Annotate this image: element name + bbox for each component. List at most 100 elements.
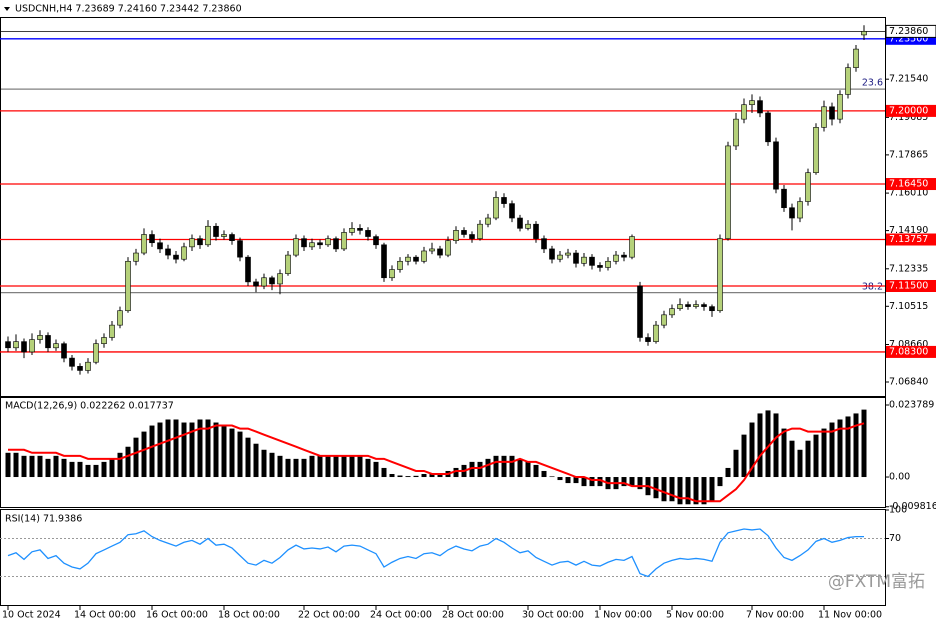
level-box [886, 345, 936, 358]
level-box [886, 279, 936, 292]
macd-bar [93, 464, 99, 478]
candle-body [493, 197, 499, 219]
macd-bar [5, 452, 11, 478]
macd-bar [373, 461, 379, 478]
macd-bar [277, 455, 283, 478]
macd-bar [261, 449, 267, 478]
x-tick-label: 11 Nov 00:00 [818, 610, 882, 621]
candle-body [181, 246, 187, 260]
macd-bar [341, 455, 347, 478]
macd-bar [725, 467, 731, 478]
candle-body [621, 254, 627, 258]
macd-bar [485, 458, 491, 478]
macd-bar [301, 458, 307, 478]
fib-label: 23.6 [862, 78, 883, 89]
macd-bar [29, 455, 35, 478]
macd-bar [757, 413, 763, 478]
x-tick-label: 22 Oct 00:00 [298, 610, 360, 621]
macd-bar [581, 477, 587, 487]
candle-body [213, 225, 219, 237]
candle-body [365, 230, 371, 237]
candle-body [861, 31, 867, 36]
candle-body [797, 201, 803, 219]
candle-body [29, 339, 35, 353]
candle-body [845, 67, 851, 95]
candle-body [93, 343, 99, 363]
candle-body [669, 308, 675, 316]
candle-body [445, 240, 451, 256]
macd-bar [21, 455, 27, 478]
candle-body [581, 256, 587, 264]
candle-body [605, 260, 611, 268]
macd-bar [749, 422, 755, 478]
candle-body [85, 361, 91, 371]
candle-body [461, 230, 467, 235]
candle-body [829, 106, 835, 120]
candle-body [77, 366, 83, 371]
macd-bar [213, 422, 219, 478]
y-tick-label: 7.16010 [889, 188, 928, 199]
candle-body [549, 248, 555, 260]
macd-bar [293, 458, 299, 478]
candle-body [5, 341, 11, 349]
macd-bar [501, 455, 507, 478]
macd-bar [621, 477, 627, 487]
candle-body [541, 238, 547, 250]
candle-body [149, 234, 155, 244]
rsi-line [7, 528, 865, 578]
macd-bar [429, 473, 435, 478]
candle-body [189, 238, 195, 248]
macd-bar [285, 458, 291, 478]
macd-bar [557, 477, 563, 481]
candle-body [821, 106, 827, 128]
candle-body [501, 197, 507, 204]
level-label: 7.11500 [889, 280, 928, 291]
macd-bar [13, 452, 19, 478]
macd-bar [637, 477, 643, 490]
macd-bar [133, 437, 139, 478]
level-label: 7.08300 [889, 346, 928, 357]
candle-body [253, 281, 259, 287]
candle-body [101, 337, 107, 344]
candle-body [629, 236, 635, 258]
candle-body [749, 100, 755, 106]
candle-body [485, 217, 491, 225]
candle-body [677, 304, 683, 309]
candle-body [853, 48, 859, 68]
candle-body [261, 277, 267, 287]
candle-body [205, 225, 211, 246]
candle-body [173, 254, 179, 260]
candle-body [453, 230, 459, 241]
x-tick-label: 28 Oct 00:00 [442, 610, 504, 621]
macd-bar [389, 473, 395, 478]
y-tick-label: -0.009816 [889, 501, 936, 512]
y-tick-label: 0.023789 [889, 399, 934, 410]
x-tick-label: 30 Oct 00:00 [522, 610, 584, 621]
candle-body [589, 256, 595, 266]
candle-body [53, 343, 59, 349]
macd-pane-frame [0, 397, 886, 508]
macd-bar [221, 425, 227, 478]
macd-bar [69, 461, 75, 478]
candle-body [109, 324, 115, 338]
macd-bar [37, 455, 43, 478]
macd-bar [309, 455, 315, 478]
candle-body [133, 252, 139, 262]
main-pane-frame [0, 17, 886, 397]
macd-bar [421, 473, 427, 478]
macd-bar [173, 419, 179, 478]
level-label: 7.20000 [889, 105, 928, 116]
candle-body [717, 238, 723, 312]
x-tick-label: 7 Nov 00:00 [746, 610, 804, 621]
candle-body [125, 260, 131, 312]
macd-bar [181, 422, 187, 478]
macd-bar [405, 476, 411, 478]
x-tick-label: 14 Oct 00:00 [74, 610, 136, 621]
macd-bar [493, 455, 499, 478]
macd-bar [597, 477, 603, 487]
candle-body [301, 238, 307, 248]
chart-title: USDCNH,H4 7.23689 7.24160 7.23442 7.2386… [15, 4, 242, 15]
macd-bar [821, 428, 827, 478]
